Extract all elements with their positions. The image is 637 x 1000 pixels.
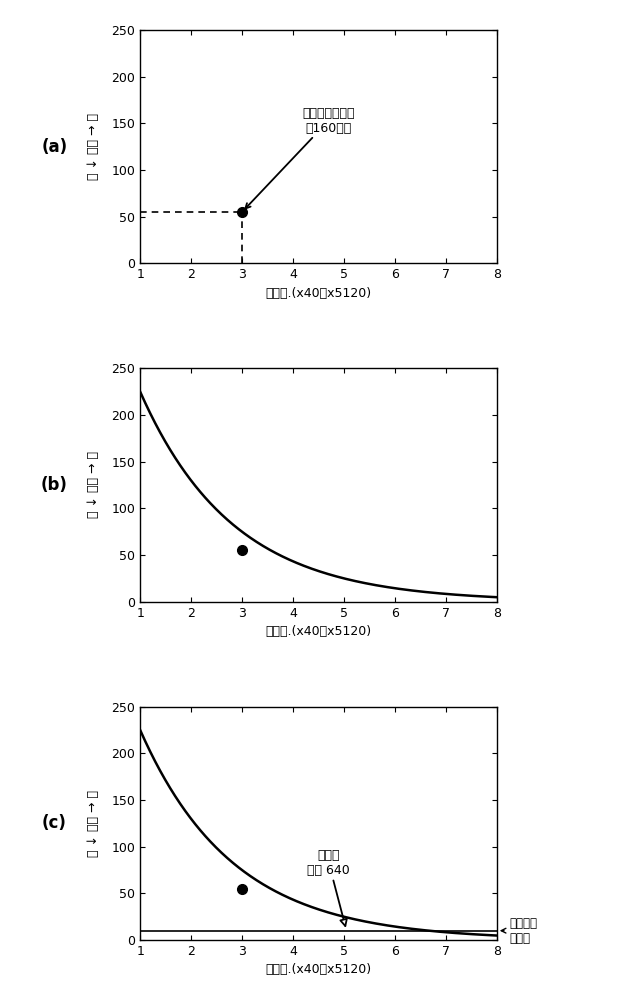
Text: (c): (c) bbox=[42, 814, 67, 832]
Text: (a): (a) bbox=[41, 138, 68, 156]
Text: 均质图案
的阈值: 均质图案 的阈值 bbox=[501, 917, 538, 945]
Text: 只用一个孔预测
（160倍）: 只用一个孔预测 （160倍） bbox=[245, 107, 355, 209]
Text: 预测为
滴度 640: 预测为 滴度 640 bbox=[307, 849, 350, 926]
Y-axis label: 低 ↓ 辉度 → 高: 低 ↓ 辉度 → 高 bbox=[87, 113, 100, 180]
X-axis label: 孔编号.(x40～x5120): 孔编号.(x40～x5120) bbox=[266, 625, 371, 638]
X-axis label: 孔编号.(x40～x5120): 孔编号.(x40～x5120) bbox=[266, 963, 371, 976]
Text: (b): (b) bbox=[41, 476, 68, 494]
Y-axis label: 低 ↓ 辉度 → 高: 低 ↓ 辉度 → 高 bbox=[87, 452, 100, 518]
Y-axis label: 低 ↓ 辉度 → 高: 低 ↓ 辉度 → 高 bbox=[87, 790, 100, 857]
X-axis label: 孔编号.(x40～x5120): 孔编号.(x40～x5120) bbox=[266, 287, 371, 300]
